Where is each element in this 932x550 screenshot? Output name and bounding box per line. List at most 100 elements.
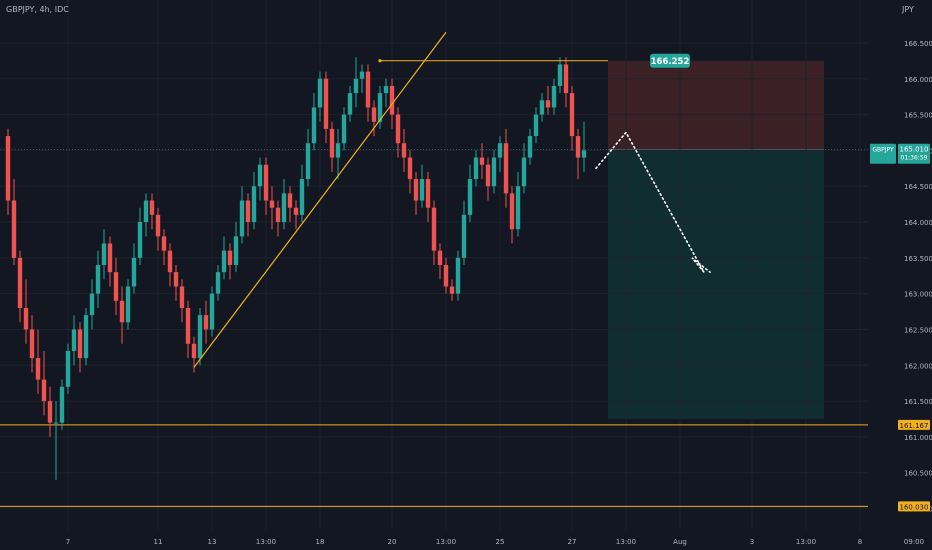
candle: [203, 300, 209, 344]
candle: [161, 229, 167, 265]
price-tick-label: 162.500: [904, 326, 932, 334]
candle-body: [497, 143, 503, 158]
candle: [413, 171, 419, 215]
candle-body: [5, 136, 11, 201]
candle-body: [107, 243, 113, 273]
candle: [59, 379, 65, 430]
candle: [227, 243, 233, 280]
candle: [365, 64, 371, 122]
candle: [167, 243, 173, 287]
candle-body: [245, 200, 251, 223]
candle: [401, 128, 407, 172]
candle-body: [281, 193, 287, 223]
candle-body: [449, 286, 455, 294]
candle-body: [533, 114, 539, 137]
candle: [215, 265, 221, 301]
candle-body: [419, 179, 425, 201]
candle: [299, 164, 305, 223]
candle-body: [401, 143, 407, 158]
candle-body: [263, 164, 269, 201]
y-unit-label: JPY: [901, 5, 914, 14]
candle-body: [443, 265, 449, 287]
candle: [557, 57, 563, 94]
candle-body: [359, 71, 365, 79]
candle-body: [149, 200, 155, 215]
candle: [341, 107, 347, 151]
candle: [497, 136, 503, 172]
candle: [455, 250, 461, 301]
time-tick-label: 13:00: [796, 538, 816, 546]
candle-body: [437, 250, 443, 265]
candle-body: [305, 143, 311, 180]
candle: [311, 93, 317, 151]
candle: [293, 200, 299, 230]
candle-body: [29, 329, 35, 359]
candle: [335, 128, 341, 180]
candle: [263, 157, 269, 215]
candle-body: [461, 214, 467, 258]
candle: [89, 279, 95, 330]
candle: [509, 186, 515, 244]
trendline: [193, 31, 447, 368]
candle-body: [347, 93, 353, 115]
candle-body: [491, 157, 497, 187]
candle: [47, 386, 53, 437]
candle: [473, 150, 479, 187]
candle: [5, 128, 11, 215]
candle-body: [125, 286, 131, 323]
candle-body: [47, 401, 53, 423]
candle: [71, 315, 77, 366]
chart-title: GBPJPY, 4h, IDC: [6, 5, 69, 14]
candle: [359, 64, 365, 94]
candle: [149, 193, 155, 230]
candle-body: [335, 143, 341, 158]
time-axis[interactable]: 7 11 13 13:00 18 20 13:00 25 27 13:00 Aug 3 13:00 8 09…: [0, 530, 932, 550]
candle: [281, 179, 287, 230]
candle-body: [329, 128, 335, 158]
candle: [275, 200, 281, 237]
candle: [209, 286, 215, 337]
candle-body: [83, 315, 89, 359]
candle-body: [143, 200, 149, 223]
candle-body: [197, 315, 203, 359]
level-price-tag: [898, 501, 930, 512]
candle-body: [137, 222, 143, 258]
candle: [77, 322, 83, 373]
candle: [581, 121, 587, 172]
price-axis[interactable]: 166.500166.000165.500165.000164.500164.0…: [868, 0, 932, 550]
candle-body: [467, 179, 473, 215]
candle-body: [113, 272, 119, 301]
candle: [131, 243, 137, 294]
candle: [425, 171, 431, 223]
candle-body: [431, 207, 437, 251]
candle-body: [383, 85, 389, 94]
candle: [83, 307, 89, 366]
candle: [11, 179, 17, 265]
price-tick-label: 166.000: [904, 76, 932, 84]
time-tick-label: 09:00: [904, 538, 924, 546]
candle-body: [545, 100, 551, 108]
price-tick-label: 163.500: [904, 255, 932, 263]
candle-body: [563, 64, 569, 94]
candle: [467, 164, 473, 223]
candle: [251, 171, 257, 230]
candle: [185, 300, 191, 359]
price-tick-label: 161.000: [904, 434, 932, 442]
candle-body: [389, 85, 395, 115]
candle: [329, 121, 335, 172]
time-axis-bg: [0, 530, 932, 550]
candle-body: [569, 93, 575, 137]
candle: [371, 100, 377, 137]
high-marker-point: [378, 59, 382, 63]
candle-body: [53, 422, 59, 424]
level-price-text: 161.167: [900, 422, 929, 430]
candle: [323, 71, 329, 144]
candle: [23, 279, 29, 344]
candle: [503, 128, 509, 208]
candle-body: [473, 157, 479, 180]
candle: [257, 157, 263, 201]
price-tick-label: 160.500: [904, 470, 932, 478]
candle: [233, 222, 239, 273]
candle-body: [557, 64, 563, 86]
